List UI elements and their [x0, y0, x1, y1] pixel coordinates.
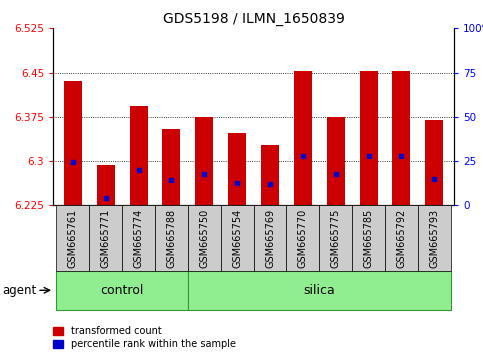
Text: agent: agent: [2, 284, 37, 297]
Text: GSM665775: GSM665775: [331, 209, 341, 268]
Text: GSM665754: GSM665754: [232, 209, 242, 268]
Bar: [195, 117, 213, 205]
Text: GSM665769: GSM665769: [265, 209, 275, 268]
Text: GSM665774: GSM665774: [134, 209, 143, 268]
Text: GSM665761: GSM665761: [68, 209, 78, 268]
Bar: [327, 117, 345, 205]
Text: GSM665792: GSM665792: [397, 209, 406, 268]
Bar: [425, 120, 443, 205]
Text: control: control: [100, 284, 144, 297]
Bar: [162, 129, 181, 205]
Bar: [129, 106, 148, 205]
Text: silica: silica: [303, 284, 335, 297]
Title: GDS5198 / ILMN_1650839: GDS5198 / ILMN_1650839: [163, 12, 344, 26]
Bar: [294, 72, 312, 205]
Bar: [359, 72, 378, 205]
Text: GSM665771: GSM665771: [101, 209, 111, 268]
Text: GSM665750: GSM665750: [199, 209, 209, 268]
Bar: [64, 81, 82, 205]
Bar: [97, 165, 115, 205]
Text: GSM665788: GSM665788: [167, 209, 176, 268]
Text: GSM665785: GSM665785: [364, 209, 373, 268]
Text: GSM665793: GSM665793: [429, 209, 440, 268]
Bar: [228, 133, 246, 205]
Bar: [261, 144, 279, 205]
Bar: [392, 72, 411, 205]
Text: GSM665770: GSM665770: [298, 209, 308, 268]
Legend: transformed count, percentile rank within the sample: transformed count, percentile rank withi…: [53, 326, 236, 349]
